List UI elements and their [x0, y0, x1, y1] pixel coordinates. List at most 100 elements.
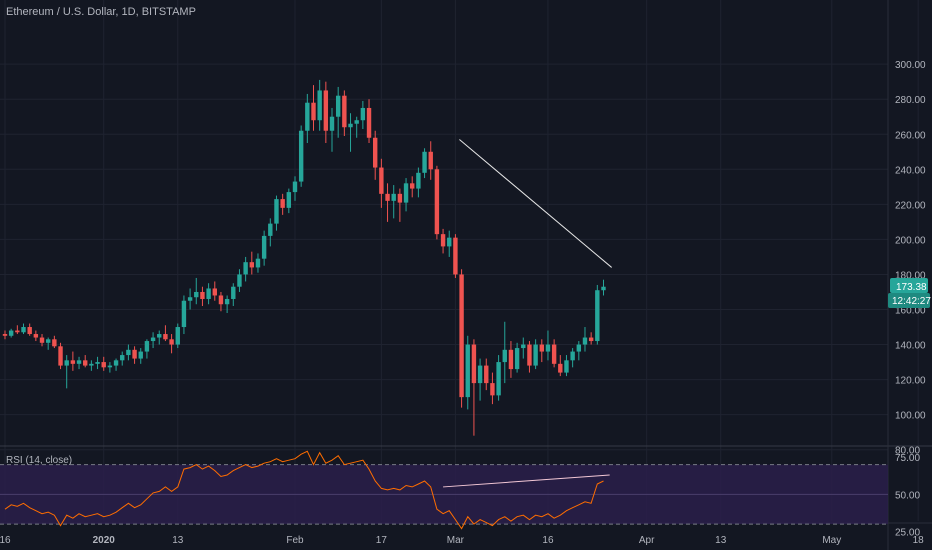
candle-body: [484, 365, 489, 384]
time-tick-label: 16: [0, 535, 11, 546]
candle-body: [496, 362, 501, 396]
candle-body: [440, 234, 446, 247]
candle-body: [132, 349, 137, 359]
rsi-tick-label: 25.00: [895, 528, 920, 539]
candle-body: [465, 344, 470, 398]
candle-body: [268, 223, 273, 236]
rsi-tick-label: 50.00: [895, 490, 920, 501]
candle-body: [27, 327, 32, 335]
countdown-box: [888, 293, 930, 309]
time-tick-label: 13: [715, 535, 727, 546]
candle-body: [335, 95, 341, 117]
price-tick-label: 120.00: [895, 376, 926, 387]
candle-body: [391, 193, 396, 201]
price-tick-label: 180.00: [895, 270, 926, 281]
candle-body: [298, 130, 304, 182]
candle-body: [551, 344, 557, 364]
candle-body: [231, 286, 236, 299]
candle-body: [200, 291, 205, 299]
candle-body: [280, 199, 285, 208]
last-price-label: 173.38: [896, 282, 927, 293]
candle-body: [576, 344, 582, 352]
candle-body: [514, 348, 520, 370]
time-tick-label: Apr: [639, 535, 655, 546]
candle-body: [163, 334, 168, 340]
candle-body: [89, 363, 94, 366]
candle-body: [329, 116, 335, 131]
candle-body: [45, 339, 51, 343]
candle-body: [292, 181, 298, 193]
candle-body: [249, 262, 254, 268]
price-trendline: [459, 139, 612, 268]
time-tick-label: 2020: [93, 535, 116, 546]
candle-body: [39, 337, 45, 343]
candle-body: [58, 346, 63, 366]
candle-body: [527, 344, 532, 366]
candle-body: [508, 349, 514, 370]
candle-body: [157, 334, 162, 338]
last-price-box: [890, 278, 928, 294]
candle-body: [502, 349, 507, 363]
candle-body: [187, 297, 193, 301]
candle-body: [243, 262, 248, 275]
candle-body: [397, 193, 403, 203]
candle-body: [76, 360, 82, 364]
candle-body: [206, 288, 211, 299]
candle-body: [447, 237, 452, 247]
rsi-title: RSI (14, close): [6, 455, 73, 466]
candle-body: [570, 351, 575, 361]
candle-body: [150, 337, 156, 342]
candle-body: [403, 183, 409, 203]
rsi-line: [4, 450, 604, 530]
candle-body: [83, 360, 88, 366]
candle-body: [379, 167, 384, 194]
candle-body: [582, 337, 588, 345]
rsi-trendline: [443, 474, 610, 488]
candle-body: [15, 330, 20, 333]
candle-body: [385, 193, 390, 201]
candle-body: [33, 334, 39, 338]
candle-body: [138, 351, 143, 359]
candle-body: [8, 330, 14, 336]
price-tick-label: 140.00: [895, 341, 926, 352]
price-tick-label: 220.00: [895, 200, 926, 211]
price-tick-label: 200.00: [895, 235, 926, 246]
candle-body: [588, 337, 594, 342]
countdown-label: 12:42:27: [892, 296, 931, 307]
time-tick-label: 13: [172, 535, 184, 546]
candle-body: [490, 383, 495, 396]
candle-body: [453, 237, 458, 275]
candle-body: [2, 334, 8, 336]
candle-body: [126, 349, 131, 356]
candle-body: [305, 102, 310, 131]
candle-body: [348, 123, 353, 128]
price-tick-label: 280.00: [895, 95, 926, 106]
price-tick-label: 300.00: [895, 60, 926, 71]
candle-body: [422, 151, 427, 173]
price-tick-label: 260.00: [895, 130, 926, 141]
candle-body: [539, 344, 544, 352]
price-tick-label: 80.00: [895, 446, 920, 457]
candle-body: [311, 102, 316, 121]
candle-body: [212, 288, 217, 296]
candle-body: [410, 183, 415, 189]
price-tick-label: 240.00: [895, 165, 926, 176]
candle-body: [113, 360, 119, 366]
candle-body: [521, 344, 526, 349]
candle-body: [107, 365, 113, 368]
chart-title: Ethereum / U.S. Dollar, 1D, BITSTAMP: [6, 6, 196, 18]
candle-body: [595, 290, 600, 342]
candle-body: [224, 298, 230, 305]
candle-body: [471, 344, 477, 384]
time-tick-label: Mar: [447, 535, 465, 546]
candle-body: [564, 360, 569, 373]
candle-body: [144, 341, 150, 352]
candle-body: [354, 120, 359, 124]
candle-body: [323, 90, 329, 131]
candle-body: [169, 339, 174, 345]
time-tick-label: Feb: [286, 535, 304, 546]
price-tick-label: 160.00: [895, 306, 926, 317]
candle-body: [21, 327, 26, 333]
